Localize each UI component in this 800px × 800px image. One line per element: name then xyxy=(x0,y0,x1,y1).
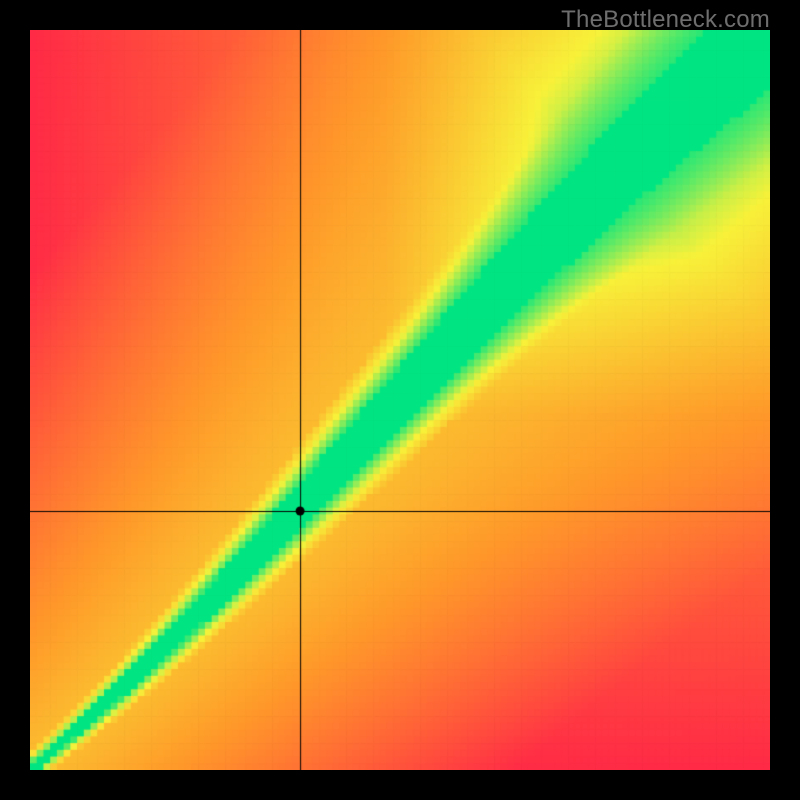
chart-container: TheBottleneck.com xyxy=(0,0,800,800)
watermark-text: TheBottleneck.com xyxy=(561,6,770,34)
bottleneck-heatmap xyxy=(30,30,770,770)
